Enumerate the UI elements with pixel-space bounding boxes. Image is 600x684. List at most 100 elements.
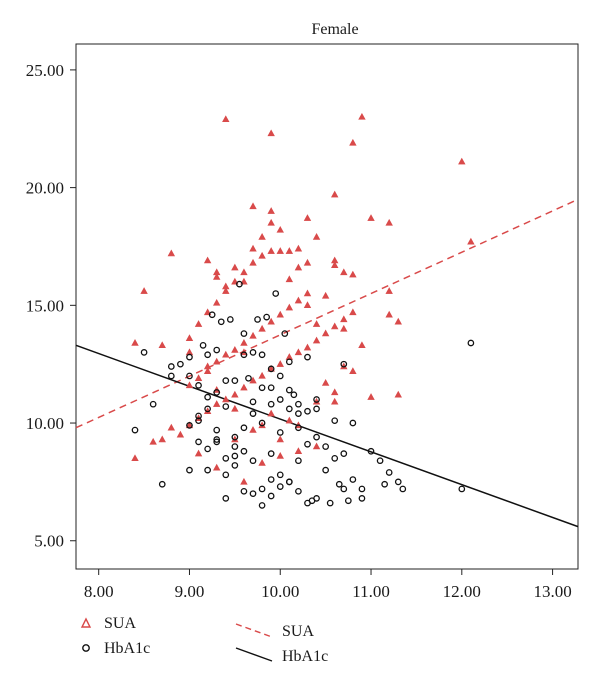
sua-point bbox=[276, 310, 284, 318]
hba1c-point bbox=[276, 372, 284, 380]
sua-point bbox=[222, 395, 230, 403]
hba1c-point bbox=[249, 490, 257, 498]
fit-line-sua bbox=[75, 198, 579, 429]
sua-point bbox=[222, 282, 230, 290]
sua-point bbox=[294, 296, 303, 304]
sua-point bbox=[203, 256, 212, 264]
hba1c-point bbox=[376, 457, 384, 465]
hba1c-point bbox=[195, 382, 202, 389]
hba1c-point bbox=[340, 360, 348, 368]
sua-point bbox=[249, 426, 257, 433]
hba1c-point bbox=[204, 393, 211, 401]
sua-point bbox=[358, 341, 366, 349]
hba1c-point bbox=[267, 365, 275, 373]
legend-hba1c-marker bbox=[82, 644, 90, 652]
hba1c-point bbox=[217, 318, 225, 326]
hba1c-point bbox=[258, 485, 266, 493]
hba1c-point bbox=[290, 391, 298, 399]
x-tick-label: 13.00 bbox=[533, 582, 571, 601]
legend-hba1c-label: HbA1c bbox=[104, 640, 150, 657]
y-axis: 5.00 10.00 15.00 20.00 25.00 bbox=[26, 61, 76, 551]
sua-point bbox=[185, 381, 194, 389]
hba1c-point bbox=[285, 405, 293, 413]
hba1c-point bbox=[213, 438, 221, 446]
hba1c-point bbox=[249, 457, 257, 465]
sua-point bbox=[394, 390, 402, 398]
sua-point bbox=[331, 388, 339, 396]
hba1c-point bbox=[295, 400, 302, 408]
sua-point bbox=[340, 268, 348, 276]
hba1c-point bbox=[140, 349, 148, 356]
sua-point bbox=[222, 350, 230, 358]
sua-point bbox=[294, 447, 303, 454]
hba1c-point bbox=[249, 349, 257, 356]
sua-point bbox=[249, 202, 257, 210]
sua-point bbox=[467, 237, 475, 245]
sua-point bbox=[258, 251, 266, 259]
sua-point bbox=[167, 423, 176, 431]
hba1c-point bbox=[222, 495, 230, 502]
x-axis: 8.00 9.00 10.00 11.00 12.00 13.00 bbox=[84, 569, 572, 601]
hba1c-point bbox=[231, 443, 239, 450]
hba1c-point bbox=[195, 438, 202, 446]
hba1c-point bbox=[222, 471, 230, 479]
hba1c-point bbox=[385, 469, 393, 476]
hba1c-point bbox=[258, 502, 266, 509]
sua-point bbox=[303, 289, 312, 297]
hba1c-point bbox=[222, 454, 230, 462]
sua-point bbox=[267, 247, 275, 254]
sua-point bbox=[276, 360, 284, 367]
sua-point bbox=[194, 374, 203, 382]
sua-point bbox=[331, 397, 339, 405]
sua-point bbox=[276, 225, 284, 233]
sua-point bbox=[258, 233, 266, 240]
sua-point bbox=[231, 390, 239, 398]
sua-point bbox=[294, 244, 303, 252]
hba1c-point bbox=[240, 487, 248, 495]
hba1c-point bbox=[322, 443, 329, 450]
sua-point bbox=[267, 409, 275, 417]
hba1c-point bbox=[313, 405, 320, 413]
hba1c-point bbox=[394, 478, 402, 486]
y-tick-label: 20.00 bbox=[26, 179, 64, 198]
sua-point bbox=[285, 416, 294, 424]
sua-point bbox=[394, 317, 402, 325]
legend-sua-line bbox=[235, 623, 273, 638]
hba1c-point bbox=[236, 280, 243, 288]
fit-line-hba1c bbox=[75, 344, 579, 528]
sua-point bbox=[367, 214, 375, 221]
hba1c-point bbox=[167, 372, 175, 380]
hba1c-point bbox=[186, 466, 193, 474]
sua-point bbox=[240, 268, 248, 276]
hba1c-point bbox=[272, 290, 280, 297]
hba1c-point bbox=[381, 480, 388, 488]
hba1c-point bbox=[231, 377, 239, 385]
sua-point bbox=[267, 207, 275, 214]
hba1c-point bbox=[267, 450, 275, 457]
x-tick-label: 9.00 bbox=[175, 582, 205, 601]
hba1c-point bbox=[267, 384, 275, 392]
hba1c-point bbox=[258, 419, 266, 427]
sua-point bbox=[349, 138, 357, 146]
sua-point bbox=[285, 247, 294, 254]
hba1c-point bbox=[240, 447, 248, 455]
hba1c-point bbox=[276, 429, 284, 436]
sua-point bbox=[349, 270, 357, 278]
sua-point bbox=[303, 214, 312, 221]
hba1c-point bbox=[240, 424, 248, 432]
sua-point bbox=[194, 320, 203, 327]
sua-point bbox=[294, 348, 303, 356]
hba1c-point bbox=[331, 454, 339, 462]
sua-point bbox=[285, 303, 294, 311]
hba1c-point bbox=[213, 426, 221, 434]
sua-point bbox=[267, 317, 275, 325]
sua-point bbox=[276, 451, 284, 459]
x-tick-label: 11.00 bbox=[352, 582, 390, 601]
hba1c-point bbox=[231, 462, 239, 469]
sua-point bbox=[276, 435, 284, 443]
sua-point bbox=[240, 338, 248, 346]
sua-point bbox=[212, 357, 221, 365]
hba1c-point bbox=[186, 372, 193, 380]
hba1c-point bbox=[249, 410, 257, 417]
hba1c-point bbox=[263, 313, 270, 321]
